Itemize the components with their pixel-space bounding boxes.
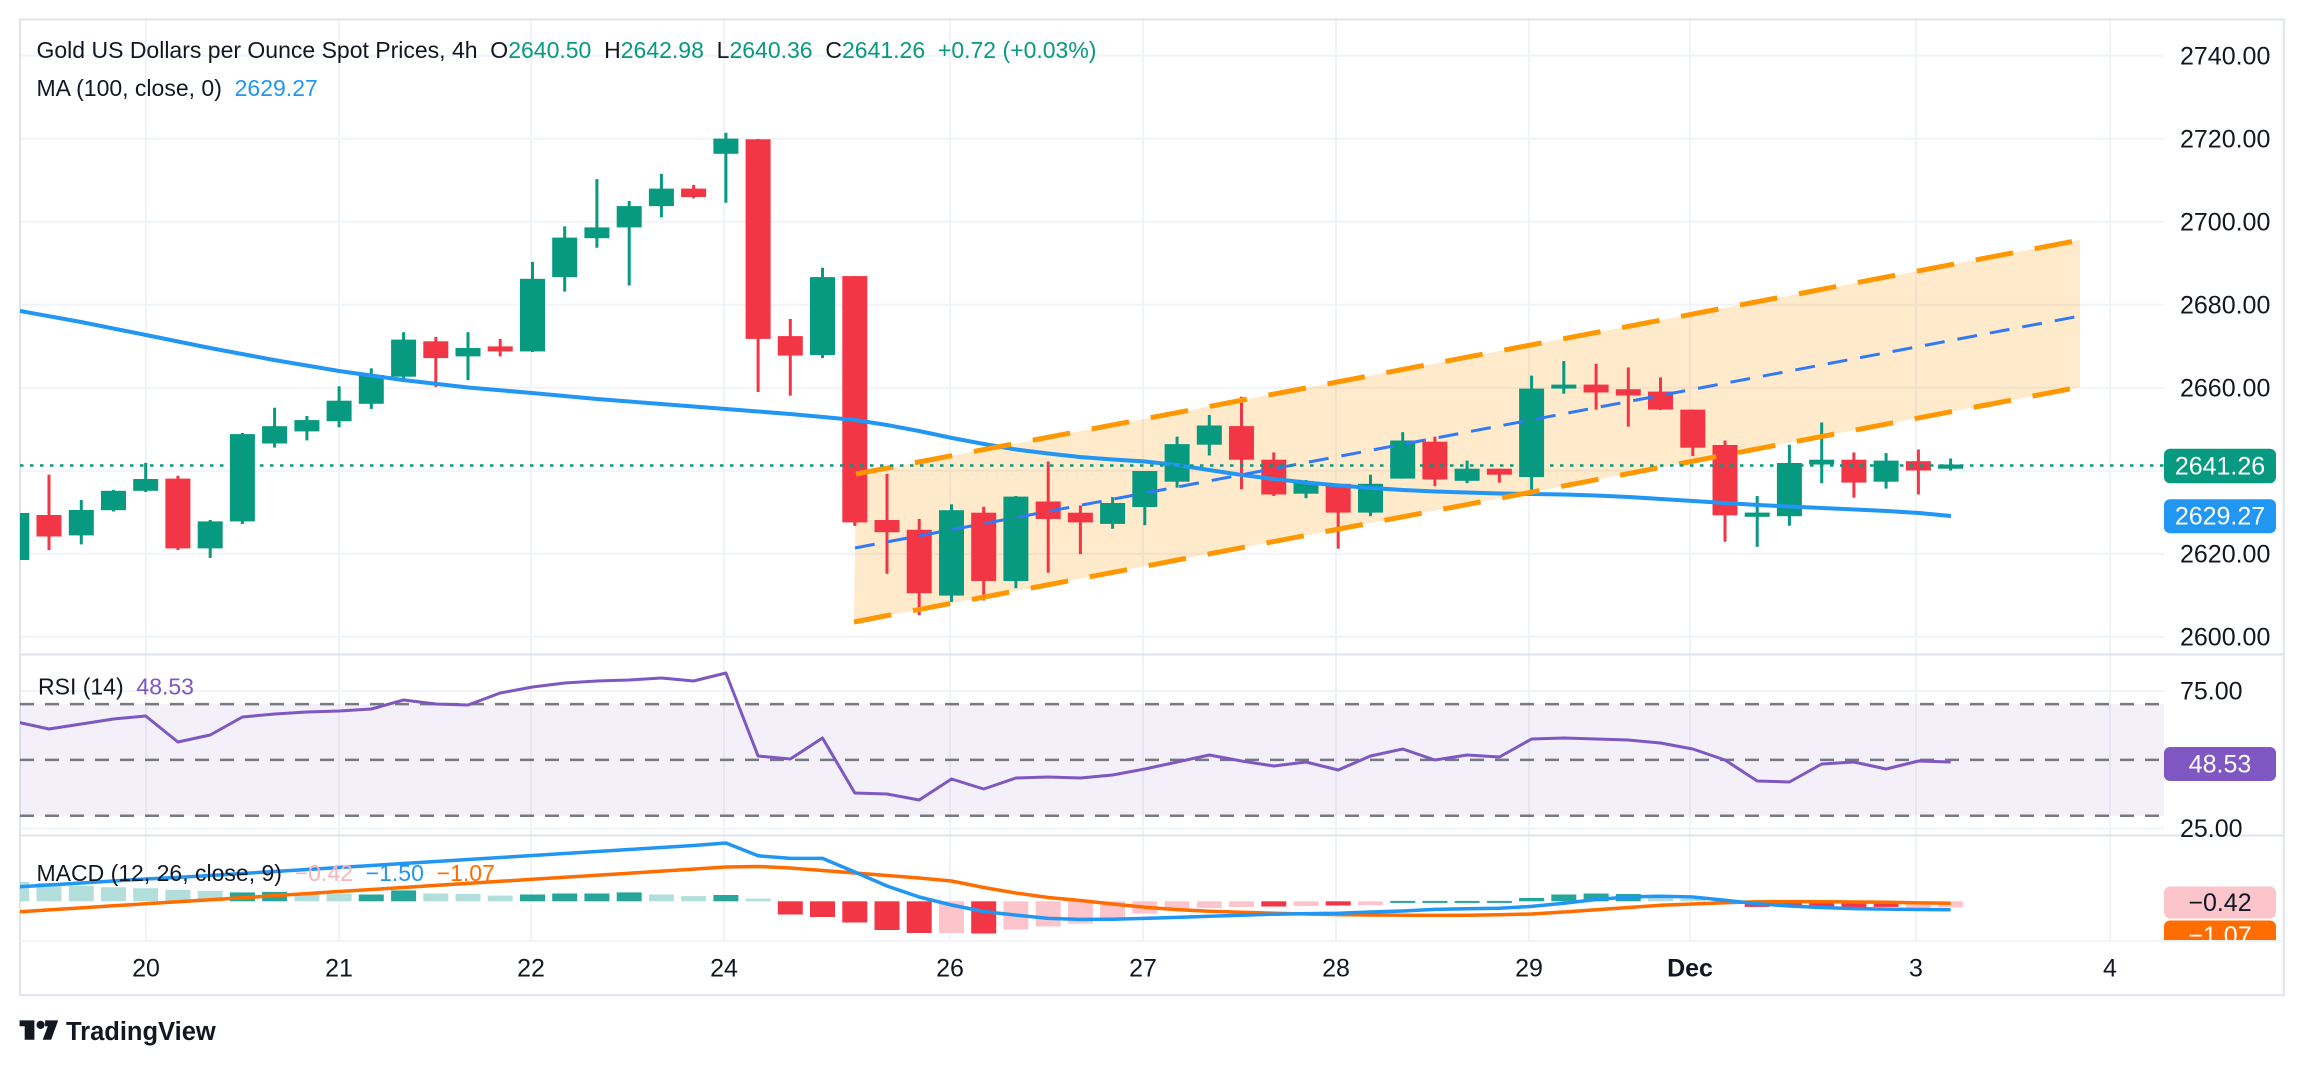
svg-text:TradingView: TradingView [66,1018,216,1046]
svg-text:27: 27 [1129,955,1157,983]
svg-text:2620.00: 2620.00 [2180,540,2270,568]
svg-text:−1.07: −1.07 [2188,922,2251,950]
svg-text:4: 4 [2103,955,2117,983]
svg-text:Dec: Dec [1667,955,1713,983]
svg-text:2700.00: 2700.00 [2180,208,2270,236]
svg-text:48.53: 48.53 [2189,751,2252,779]
svg-text:2680.00: 2680.00 [2180,291,2270,319]
svg-text:2641.26: 2641.26 [2175,452,2265,480]
svg-text:3: 3 [1909,955,1923,983]
svg-text:2740.00: 2740.00 [2180,42,2270,70]
svg-text:−0.42: −0.42 [2188,889,2251,917]
svg-text:RSI (14) 48.53: RSI (14) 48.53 [38,674,194,700]
svg-text:2720.00: 2720.00 [2180,125,2270,153]
svg-text:25.00: 25.00 [2180,815,2243,843]
svg-text:21: 21 [325,955,353,983]
svg-text:2600.00: 2600.00 [2180,623,2270,651]
svg-text:28: 28 [1322,955,1350,983]
svg-text:2660.00: 2660.00 [2180,374,2270,402]
svg-text:75.00: 75.00 [2180,678,2243,706]
svg-text:26: 26 [936,955,964,983]
svg-text:20: 20 [132,955,160,983]
svg-text:MA (100, close, 0) 2629.27: MA (100, close, 0) 2629.27 [37,75,318,101]
svg-text:24: 24 [710,955,738,983]
svg-text:Gold US Dollars per Ounce Spot: Gold US Dollars per Ounce Spot Prices, 4… [37,37,1097,63]
svg-text:MACD (12, 26, close, 9) −0.42: MACD (12, 26, close, 9) −0.42 −1.50 −1.0… [37,860,495,886]
svg-text:29: 29 [1515,955,1543,983]
svg-text:22: 22 [517,955,545,983]
svg-text:2629.27: 2629.27 [2175,503,2265,531]
